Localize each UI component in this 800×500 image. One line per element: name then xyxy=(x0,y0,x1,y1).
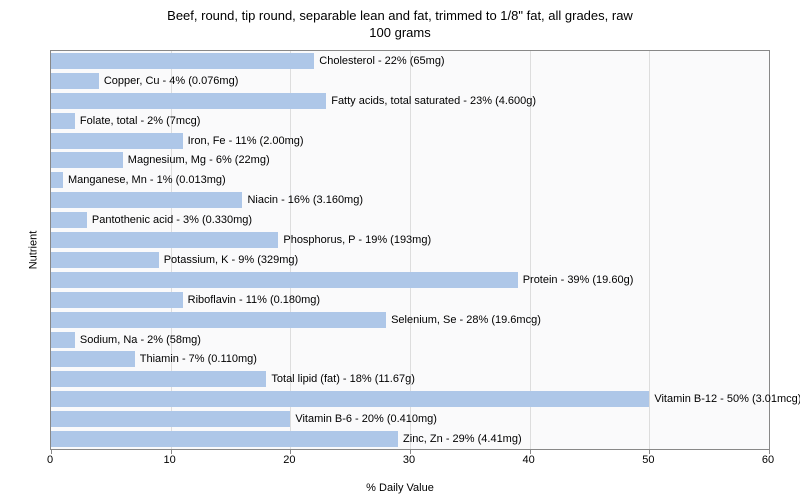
x-tick-label: 60 xyxy=(762,454,774,466)
bar xyxy=(51,53,314,69)
x-tick-label: 30 xyxy=(403,454,415,466)
x-tick-label: 10 xyxy=(164,454,176,466)
bar-label: Copper, Cu - 4% (0.076mg) xyxy=(104,73,239,89)
bar xyxy=(51,292,183,308)
bar xyxy=(51,312,386,328)
bar xyxy=(51,133,183,149)
bar-label: Iron, Fe - 11% (2.00mg) xyxy=(188,133,304,149)
title-line1: Beef, round, tip round, separable lean a… xyxy=(167,8,633,23)
bar-label: Vitamin B-6 - 20% (0.410mg) xyxy=(295,411,437,427)
plot-area: Cholesterol - 22% (65mg) Copper, Cu - 4% … xyxy=(50,50,770,450)
bar xyxy=(51,351,135,367)
bar-label: Zinc, Zn - 29% (4.41mg) xyxy=(403,431,522,447)
bar xyxy=(51,73,99,89)
gridline xyxy=(410,51,411,449)
bar-label: Cholesterol - 22% (65mg) xyxy=(319,53,444,69)
bar-label: Sodium, Na - 2% (58mg) xyxy=(80,332,201,348)
bar-label: Niacin - 16% (3.160mg) xyxy=(247,192,363,208)
bar xyxy=(51,332,75,348)
bar xyxy=(51,411,290,427)
bar xyxy=(51,152,123,168)
gridline xyxy=(530,51,531,449)
bar-label: Manganese, Mn - 1% (0.013mg) xyxy=(68,172,226,188)
gridline xyxy=(171,51,172,449)
bar-label: Potassium, K - 9% (329mg) xyxy=(164,252,299,268)
y-axis-label: Nutrient xyxy=(27,231,39,270)
bar-label: Thiamin - 7% (0.110mg) xyxy=(140,351,257,367)
bar xyxy=(51,272,518,288)
bar xyxy=(51,113,75,129)
bar xyxy=(51,172,63,188)
bar xyxy=(51,431,398,447)
bar-label: Riboflavin - 11% (0.180mg) xyxy=(188,292,320,308)
x-tick-label: 40 xyxy=(523,454,535,466)
bar-label: Phosphorus, P - 19% (193mg) xyxy=(283,232,431,248)
bar xyxy=(51,391,649,407)
gridline xyxy=(290,51,291,449)
bar-label: Folate, total - 2% (7mcg) xyxy=(80,113,200,129)
x-axis-label: % Daily Value xyxy=(366,482,434,494)
x-tick-label: 0 xyxy=(47,454,53,466)
bar xyxy=(51,232,278,248)
bar-label: Selenium, Se - 28% (19.6mcg) xyxy=(391,312,541,328)
bar-label: Fatty acids, total saturated - 23% (4.60… xyxy=(331,93,536,109)
bar-label: Total lipid (fat) - 18% (11.67g) xyxy=(271,371,414,387)
bar xyxy=(51,252,159,268)
x-tick-label: 50 xyxy=(642,454,654,466)
bar xyxy=(51,212,87,228)
nutrient-chart: Beef, round, tip round, separable lean a… xyxy=(0,0,800,500)
chart-title: Beef, round, tip round, separable lean a… xyxy=(0,0,800,42)
bar-label: Pantothenic acid - 3% (0.330mg) xyxy=(92,212,252,228)
bar-label: Protein - 39% (19.60g) xyxy=(523,272,634,288)
bar-label: Vitamin B-12 - 50% (3.01mcg) xyxy=(654,391,800,407)
bar xyxy=(51,371,266,387)
title-line2: 100 grams xyxy=(369,25,430,40)
gridline xyxy=(649,51,650,449)
bar-label: Magnesium, Mg - 6% (22mg) xyxy=(128,152,270,168)
x-tick-label: 20 xyxy=(283,454,295,466)
bar xyxy=(51,192,242,208)
bar xyxy=(51,93,326,109)
